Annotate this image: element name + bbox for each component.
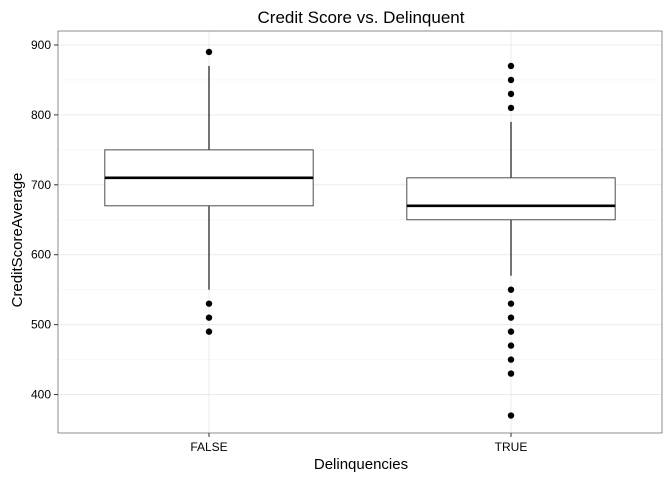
panel-border <box>57 30 663 434</box>
outlier-point <box>507 104 515 112</box>
axes: 400 500 600 700 800 900 FALSE TRUE <box>31 38 527 454</box>
outlier-point <box>507 62 515 70</box>
iqr-box <box>406 177 616 221</box>
outlier-point <box>507 90 515 98</box>
outlier-point <box>205 314 213 321</box>
outlier-point <box>507 328 515 335</box>
y-tick-label: 800 <box>31 108 51 122</box>
outlier-point <box>507 314 515 321</box>
outlier-point <box>507 412 515 419</box>
chart-title: Credit Score vs. Delinquent <box>258 8 465 27</box>
y-tick-label: 400 <box>31 388 51 402</box>
outlier-point <box>205 48 213 56</box>
x-tick-label: FALSE <box>190 440 227 454</box>
box-marks <box>104 48 616 419</box>
outlier-point <box>507 342 515 349</box>
y-tick-label: 700 <box>31 178 51 192</box>
outlier-point <box>507 356 515 363</box>
outlier-point <box>507 286 515 293</box>
y-tick-label: 500 <box>31 318 51 332</box>
y-tick-label: 900 <box>31 38 51 52</box>
x-axis-title: Delinquencies <box>314 456 408 473</box>
outlier-point <box>205 328 213 335</box>
x-tick-label: TRUE <box>495 440 528 454</box>
y-axis-title: CreditScoreAverage <box>9 173 26 308</box>
outlier-point <box>507 76 515 84</box>
outlier-point <box>205 300 213 307</box>
outlier-point <box>507 370 515 377</box>
y-tick-label: 600 <box>31 248 51 262</box>
outlier-point <box>507 300 515 307</box>
